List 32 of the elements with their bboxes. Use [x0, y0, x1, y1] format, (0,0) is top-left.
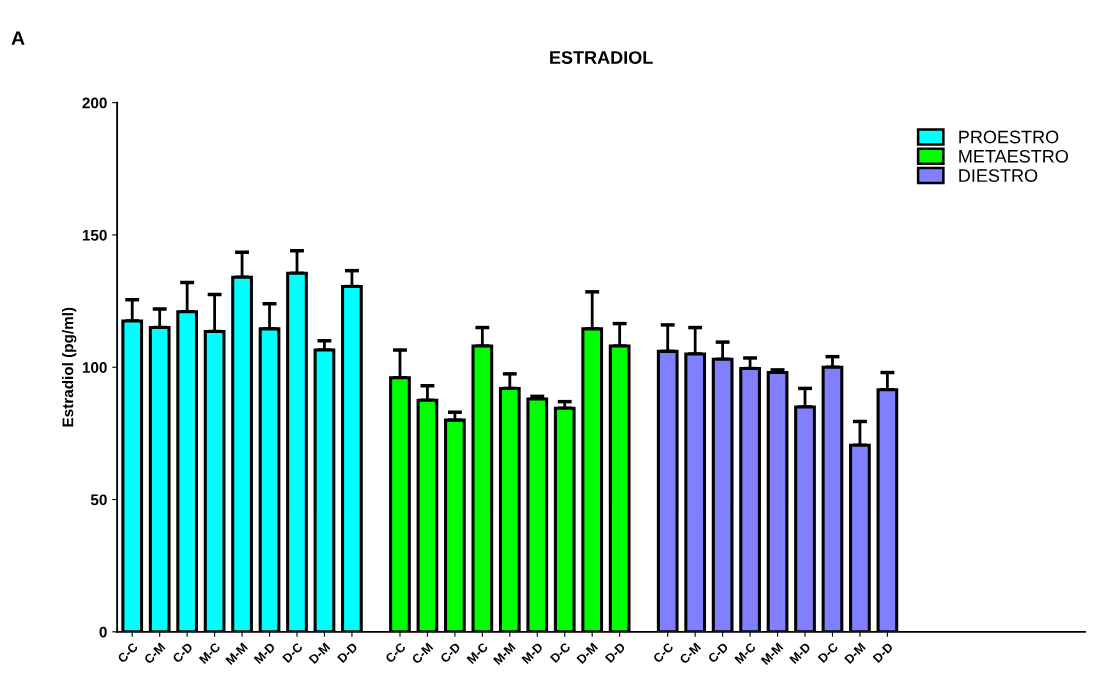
x-tick-label: C-C [652, 642, 674, 664]
y-tick-label: 0 [99, 626, 107, 638]
text: A [11, 31, 25, 45]
y-tick-label: 200 [82, 97, 107, 109]
x-tick-label: M-D [789, 642, 812, 665]
x-tick-label: C-D [707, 642, 729, 664]
x-tick-label: C-D [439, 642, 462, 664]
x-tick-label: C-M [679, 642, 702, 665]
y-tick-label: 150 [82, 229, 107, 241]
y-axis-title: Estradiol (pg/ml) [62, 307, 77, 427]
legend-label: METAESTRO [959, 149, 1068, 163]
legend-label: DIESTRO [959, 169, 1038, 182]
x-tick-label: M-D [521, 642, 544, 665]
x-tick-label: M-C [734, 642, 757, 665]
x-tick-label: D-D [604, 642, 626, 664]
x-tick-label: M-C [466, 642, 489, 665]
x-tick-label: D-C [817, 642, 839, 664]
legend-label: PROESTRO [959, 130, 1059, 144]
x-tick-label: D-D [872, 642, 894, 664]
x-tick-label: C-M [143, 642, 166, 665]
x-tick-label: M-D [253, 642, 276, 665]
x-tick-label: C-M [411, 642, 434, 665]
x-tick-label: C-C [117, 642, 139, 664]
x-tick-label: M-C [198, 642, 221, 665]
x-tick-label: D-C [282, 642, 304, 664]
y-tick-label: 50 [90, 494, 107, 506]
x-tick-label: C-C [384, 642, 407, 664]
y-tick-label: 100 [82, 362, 107, 373]
x-tick-label: D-C [549, 642, 571, 664]
x-tick-label: D-D [337, 642, 358, 664]
x-tick-label: C-D [172, 642, 194, 664]
chart-title: ESTRADIOL [550, 51, 653, 64]
